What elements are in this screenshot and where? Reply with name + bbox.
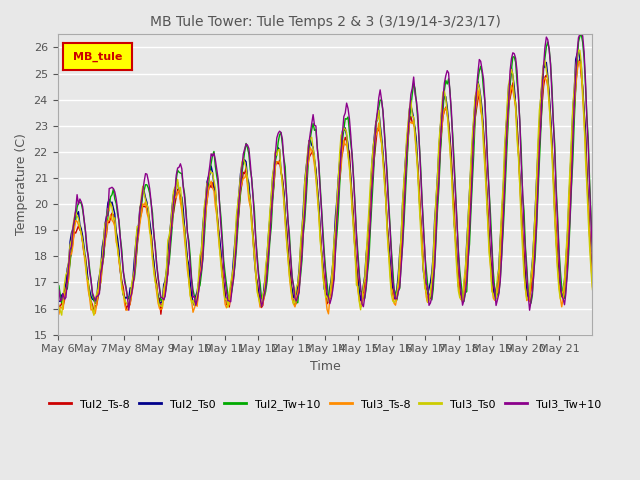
Title: MB Tule Tower: Tule Temps 2 & 3 (3/19/14-3/23/17): MB Tule Tower: Tule Temps 2 & 3 (3/19/14… (150, 15, 500, 29)
X-axis label: Time: Time (310, 360, 340, 373)
Y-axis label: Temperature (C): Temperature (C) (15, 133, 28, 236)
Legend: Tul2_Ts-8, Tul2_Ts0, Tul2_Tw+10, Tul3_Ts-8, Tul3_Ts0, Tul3_Tw+10: Tul2_Ts-8, Tul2_Ts0, Tul2_Tw+10, Tul3_Ts… (44, 395, 605, 414)
